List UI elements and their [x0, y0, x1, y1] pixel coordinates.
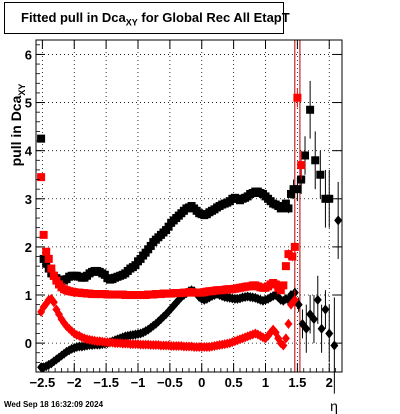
data-point-diamond	[49, 297, 58, 308]
title-box: Fitted pull in DcaXY for Global Rec All …	[4, 2, 290, 34]
y-tick-label: 1	[25, 288, 32, 303]
data-point-diamond	[313, 294, 322, 305]
y-tick-label: 0	[25, 336, 32, 351]
axis-layer: −2.5 −2 −1.5 −1 −0.5 0 0.5 1 1.5 2 0 1 2 3 4 5 6	[25, 40, 343, 390]
y-tick-label: 4	[25, 144, 33, 159]
data-point-square	[288, 252, 297, 261]
data-point-diamond	[309, 314, 318, 325]
data-point-square	[301, 151, 310, 160]
x-tick-label: 0.5	[225, 375, 243, 390]
data-layer	[37, 40, 343, 394]
x-tick-label: 0	[198, 375, 205, 390]
data-point-diamond	[330, 340, 339, 351]
data-point-square	[39, 230, 48, 239]
data-point-square	[37, 173, 46, 182]
data-point-square	[37, 134, 46, 143]
x-tick-label: 2	[326, 375, 333, 390]
data-point-square	[47, 264, 56, 273]
data-point-diamond	[290, 294, 299, 305]
y-tick-label: 5	[25, 96, 32, 111]
data-point-diamond	[302, 323, 311, 334]
title-main: Fitted pull in Dca	[21, 10, 126, 25]
data-point-square	[279, 281, 288, 290]
data-point-square	[290, 242, 299, 251]
x-tick-label: −0.5	[157, 375, 183, 390]
data-point-square	[306, 105, 315, 114]
y-axis-label-sub: XY	[17, 84, 27, 96]
data-point-square	[42, 247, 51, 256]
y-axis-label: pull in DcaXY	[8, 84, 27, 167]
data-point-square	[293, 93, 302, 102]
y-tick-label: 6	[25, 47, 32, 62]
x-axis-label: η	[330, 398, 338, 414]
data-point-square	[281, 262, 290, 271]
data-point-square	[297, 161, 306, 170]
data-point-square	[281, 199, 290, 208]
x-tick-label: 1	[262, 375, 269, 390]
x-tick-label: 1.5	[288, 375, 306, 390]
data-point-square	[44, 254, 53, 263]
data-point-square	[287, 189, 295, 198]
series-4	[37, 290, 299, 352]
data-point-diamond	[284, 318, 293, 329]
title-rest: for Global Rec All EtapT	[137, 10, 290, 25]
data-point-diamond	[321, 304, 330, 315]
data-point-diamond	[317, 323, 326, 334]
data-point-square	[325, 194, 334, 203]
data-point-square	[311, 156, 320, 165]
chart-title: Fitted pull in DcaXY for Global Rec All …	[21, 10, 290, 28]
data-point-square	[39, 254, 48, 263]
data-point-diamond	[279, 340, 288, 351]
y-tick-label: 2	[25, 240, 32, 255]
x-tick-label: −2.5	[30, 375, 56, 390]
data-point-diamond	[281, 333, 290, 344]
data-point-square	[276, 286, 285, 295]
y-axis-label-main: pull in Dca	[8, 95, 24, 166]
data-point-square	[293, 185, 302, 194]
data-point-square	[316, 170, 325, 179]
data-point-diamond	[325, 328, 334, 339]
x-tick-label: −2	[67, 375, 82, 390]
data-point-square	[284, 204, 293, 213]
data-point-diamond	[334, 215, 343, 226]
series-2	[37, 181, 343, 394]
x-tick-label: −1.5	[93, 375, 119, 390]
series-3	[37, 88, 306, 300]
x-tick-label: −1	[131, 375, 146, 390]
data-point-square	[49, 271, 58, 280]
title-subscript: XY	[125, 17, 138, 28]
timestamp: Wed Sep 18 16:32:09 2024	[4, 400, 104, 409]
y-tick-label: 3	[25, 192, 32, 207]
data-point-square	[42, 259, 51, 268]
